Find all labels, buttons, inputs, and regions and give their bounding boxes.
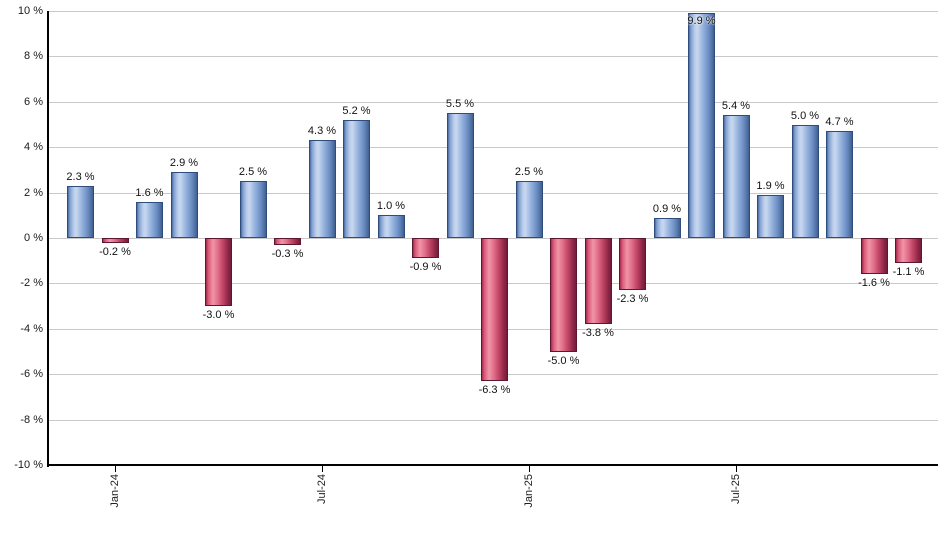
- bar-value-label: -5.0 %: [547, 354, 580, 367]
- bar-value-label: 9.9 %: [687, 15, 716, 28]
- bar-positive: [515, 181, 543, 238]
- x-tick-label: Jul-25: [730, 474, 742, 504]
- bar-negative: [101, 238, 129, 243]
- bar-value-label: 2.9 %: [169, 157, 199, 170]
- gridline: [48, 192, 938, 194]
- bar-negative: [619, 238, 646, 291]
- bar-value-label: -1.6 %: [858, 277, 890, 290]
- bar-positive: [653, 217, 681, 238]
- y-tick-label: 2 %: [24, 186, 43, 199]
- bar-value-label: 1.9 %: [756, 179, 785, 192]
- y-tick-label: -10 %: [14, 459, 43, 471]
- y-tick-label: -8 %: [20, 413, 43, 426]
- y-tick-label: 6 %: [24, 95, 43, 108]
- bar-negative: [550, 238, 577, 352]
- bar-positive: [170, 172, 198, 238]
- bar-value-label: -3.0 %: [202, 309, 235, 322]
- bar-negative: [412, 238, 439, 259]
- bar-value-label: 2.3 %: [66, 170, 95, 183]
- bar-positive: [446, 113, 474, 238]
- y-tick-label: 10 %: [17, 5, 43, 17]
- gridline: [48, 147, 938, 149]
- bar-negative: [274, 238, 301, 245]
- y-tick-label: 4 %: [24, 141, 43, 154]
- bar-positive: [722, 115, 750, 238]
- y-tick-label: -2 %: [20, 277, 43, 290]
- x-tick: [322, 466, 323, 472]
- gridline: [48, 419, 938, 421]
- plot-area: 2.3 % -0.2 % 1.6 % 2.9 % -3.0 % 2.5 % -0.3 % 4.…: [47, 11, 938, 508]
- gridline: [48, 101, 938, 103]
- y-axis-line: [47, 11, 49, 467]
- bar-value-label: 5.5 %: [445, 98, 475, 111]
- bar-positive: [136, 201, 163, 238]
- y-tick-label: 0 %: [24, 232, 43, 244]
- bar-positive: [343, 119, 370, 238]
- bar-value-label: 5.4 %: [721, 100, 751, 113]
- x-tick-label: Jan-25: [523, 474, 535, 508]
- y-axis: 10 % 8 % 6 % 4 % 2 % 0 % -2 % -4 % -6 % -8 % -10 %: [0, 0, 48, 550]
- bar-positive: [688, 13, 715, 238]
- bar-positive: [757, 194, 784, 238]
- bar-positive: [67, 185, 94, 238]
- bar-value-label: -2.3 %: [616, 293, 649, 306]
- bar-value-label: 1.6 %: [135, 186, 164, 199]
- bar-positive: [308, 140, 336, 238]
- bar-value-label: 5.0 %: [790, 109, 820, 122]
- x-tick-label: Jul-24: [316, 474, 328, 504]
- bar-value-label: 4.7 %: [825, 116, 854, 129]
- bar-value-label: 2.5 %: [514, 166, 544, 179]
- x-tick: [736, 466, 737, 472]
- bar-value-label: -6.3 %: [478, 384, 511, 396]
- bar-negative: [205, 238, 232, 307]
- bar-negative: [860, 238, 888, 275]
- bar-value-label: 1.0 %: [376, 200, 406, 213]
- bar-value-label: 2.5 %: [238, 166, 268, 179]
- x-tick: [115, 466, 116, 472]
- gridline: [48, 56, 938, 58]
- y-tick-label: -4 %: [20, 322, 43, 335]
- bar-value-label: -0.9 %: [409, 261, 442, 274]
- bar-positive: [826, 131, 853, 238]
- bar-negative: [481, 238, 508, 381]
- bar-negative: [895, 238, 922, 263]
- x-axis-line: [48, 464, 938, 466]
- y-tick-label: -6 %: [20, 368, 43, 381]
- bar-value-label: 0.9 %: [652, 202, 682, 215]
- bar-value-label: -0.2 %: [99, 245, 131, 258]
- bar-value-label: -3.8 %: [582, 327, 614, 340]
- bar-negative: [584, 238, 612, 325]
- bar-positive: [791, 124, 819, 238]
- x-tick: [529, 466, 530, 472]
- bar-value-label: -0.3 %: [271, 247, 304, 260]
- x-tick-label: Jan-24: [109, 474, 121, 508]
- bar-positive: [377, 215, 405, 238]
- y-tick-label: 8 %: [24, 50, 43, 63]
- bar-value-label: -1.1 %: [892, 265, 925, 278]
- gridline: [48, 11, 938, 12]
- bar-positive: [239, 181, 267, 238]
- bar-value-label: 5.2 %: [342, 104, 371, 117]
- bar-value-label: 4.3 %: [307, 125, 337, 138]
